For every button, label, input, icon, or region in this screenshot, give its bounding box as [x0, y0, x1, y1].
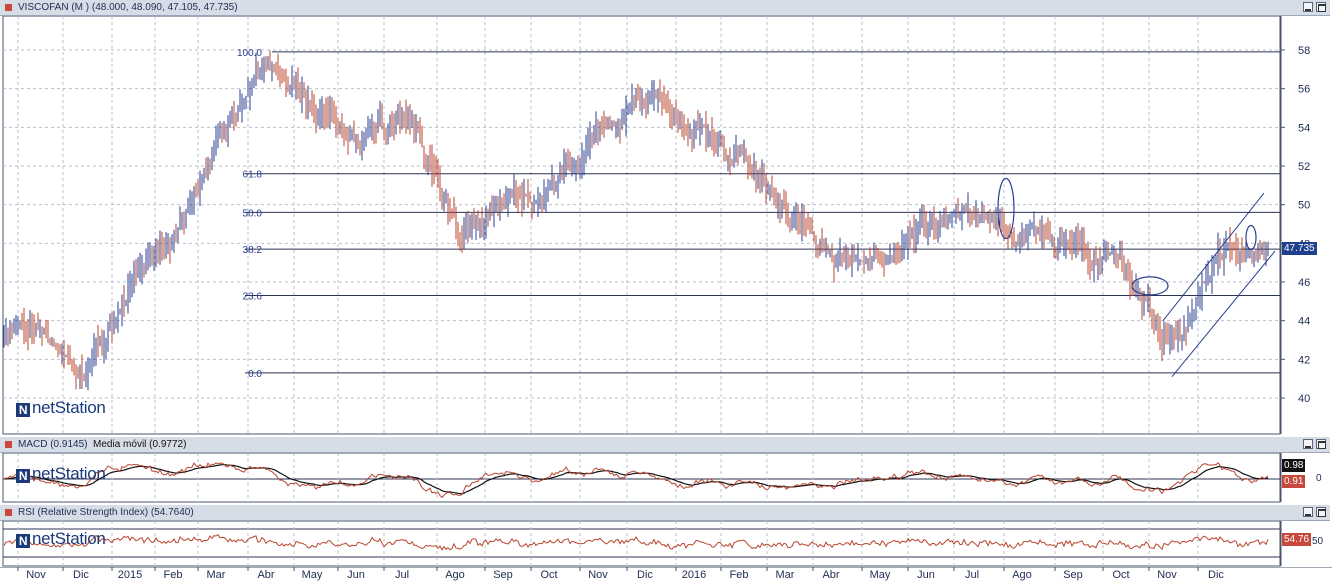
fib-level-label: 0.0: [248, 369, 262, 380]
fibonacci-levels: 100.0 61.8 50.0 38.2 23.6 0.0: [237, 48, 1281, 380]
macd-panel-header: MACD (0.9145) Media móvil (0.9772): [0, 437, 1330, 453]
fib-level-label: 100.0: [237, 48, 262, 59]
macd-value-tag: 0.91: [1282, 475, 1306, 488]
rsi-50-tick: 50: [1312, 536, 1324, 547]
macd-signal-label: Media móvil (0.9772): [93, 439, 187, 450]
time-axis-label: Jun: [917, 569, 935, 581]
time-axis-label: Ago: [1012, 569, 1032, 581]
rsi-title: RSI (Relative Strength Index) (54.7640): [18, 507, 194, 518]
macd-signal-line: [3, 463, 1269, 495]
time-axis-label: Abr: [257, 569, 274, 581]
price-tick-label: 42: [1298, 354, 1310, 366]
time-axis-label: Sep: [493, 569, 513, 581]
price-panel-header: VISCOFAN (M ) (48.000, 48.090, 47.105, 4…: [0, 0, 1330, 16]
time-axis-label: Dic: [637, 569, 653, 581]
panel-marker-icon: [5, 441, 12, 448]
price-grid: [2, 16, 1281, 435]
maximize-button[interactable]: [1316, 2, 1326, 12]
time-axis-label: Mar: [207, 569, 226, 581]
time-axis-label: Jul: [965, 569, 979, 581]
time-axis-label: Abr: [822, 569, 839, 581]
time-axis: Nov Dic 2015 Feb Mar Abr May Jun Jul Ago Sep Oct Nov…: [0, 567, 1332, 581]
time-axis-label: Nov: [26, 569, 46, 581]
time-axis-label: Ago: [445, 569, 465, 581]
time-axis-label: Oct: [1112, 569, 1129, 581]
rsi-line: [3, 534, 1269, 551]
time-axis-label: Jul: [395, 569, 409, 581]
price-y-axis: 58565452504846444240: [1280, 16, 1310, 434]
time-axis-label: 2015: [118, 569, 142, 581]
time-axis-label: Feb: [164, 569, 183, 581]
time-axis-label: May: [870, 569, 891, 581]
macd-chart[interactable]: [0, 453, 1332, 503]
price-tick-label: 44: [1298, 316, 1310, 328]
last-price-tag: 47.735: [1282, 242, 1317, 255]
fib-level-label: 23.6: [243, 292, 263, 303]
maximize-button[interactable]: [1316, 439, 1326, 449]
price-tick-label: 54: [1298, 122, 1310, 134]
fib-level-label: 50.0: [243, 208, 263, 219]
macd-zero-tick: 0: [1316, 473, 1322, 484]
rsi-grid: [2, 521, 1282, 567]
fib-level-label: 61.8: [243, 170, 263, 181]
maximize-button[interactable]: [1316, 507, 1326, 517]
price-tick-label: 58: [1298, 45, 1310, 57]
rsi-value-tag: 54.76: [1282, 533, 1312, 546]
time-axis-label: 2016: [682, 569, 706, 581]
time-axis-label: Dic: [73, 569, 89, 581]
time-axis-label: Nov: [1157, 569, 1177, 581]
fib-level-label: 38.2: [243, 245, 263, 256]
trend-drawings: [997, 177, 1276, 378]
price-tick-label: 52: [1298, 161, 1310, 173]
price-tick-label: 46: [1298, 277, 1310, 289]
rsi-panel-header: RSI (Relative Strength Index) (54.7640): [0, 505, 1330, 521]
time-axis-label: Nov: [588, 569, 608, 581]
minimize-button[interactable]: [1303, 507, 1313, 517]
macd-lines: [3, 461, 1269, 499]
time-axis-label: Jun: [347, 569, 365, 581]
signal-value-tag: 0.98: [1282, 459, 1306, 472]
time-axis-label: Feb: [730, 569, 749, 581]
time-axis-label: Oct: [540, 569, 557, 581]
price-tick-label: 50: [1298, 200, 1310, 212]
price-tick-label: 56: [1298, 84, 1310, 96]
price-bars: [3, 50, 1269, 391]
price-tick-label: 40: [1298, 393, 1310, 405]
time-axis-label: May: [302, 569, 323, 581]
macd-grid: [2, 453, 1282, 503]
panel-marker-icon: [5, 4, 12, 11]
price-panel-title: VISCOFAN (M ) (48.000, 48.090, 47.105, 4…: [18, 2, 238, 13]
time-axis-label: Dic: [1208, 569, 1224, 581]
minimize-button[interactable]: [1303, 2, 1313, 12]
rsi-line: [3, 534, 1269, 551]
time-axis-label: Sep: [1063, 569, 1083, 581]
time-axis-label: Mar: [776, 569, 795, 581]
panel-marker-icon: [5, 509, 12, 516]
macd-line: [3, 461, 1269, 499]
rsi-chart[interactable]: [0, 521, 1332, 567]
price-chart[interactable]: 100.061.850.038.223.60.0 585654525048464…: [0, 16, 1332, 436]
minimize-button[interactable]: [1303, 439, 1313, 449]
macd-title: MACD (0.9145): [18, 439, 88, 450]
